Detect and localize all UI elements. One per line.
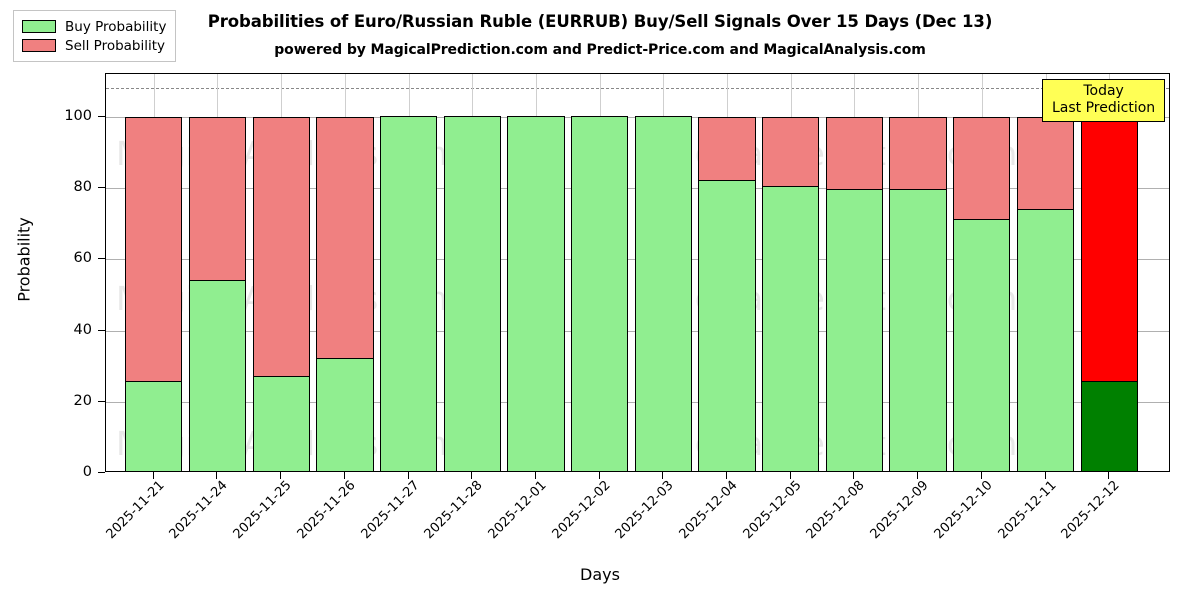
legend-label-buy: Buy Probability <box>65 18 167 35</box>
bar[interactable] <box>570 74 629 471</box>
x-tick-mark <box>598 472 600 479</box>
bar[interactable] <box>316 74 374 471</box>
y-tick-label: 60 <box>73 250 92 267</box>
y-tick-mark <box>98 472 105 473</box>
bar[interactable] <box>379 74 438 471</box>
x-tick-mark <box>662 472 664 479</box>
x-tick-mark <box>1108 472 1110 479</box>
bar[interactable] <box>953 74 1011 471</box>
legend-item-buy: Buy Probability <box>22 17 166 36</box>
bar-segment-buy <box>1080 381 1138 471</box>
bar[interactable] <box>889 74 947 471</box>
today-annotation-line1: Today <box>1083 83 1124 99</box>
legend-label-sell: Sell Probability <box>65 37 166 54</box>
bar-segment-sell <box>889 117 947 191</box>
bar-segment-buy <box>825 189 884 471</box>
x-tick-mark <box>216 472 218 479</box>
bar-segment-sell <box>125 117 183 383</box>
x-tick-mark <box>407 472 409 479</box>
x-tick-mark <box>280 472 282 479</box>
bar-segment-buy <box>634 116 692 471</box>
y-tick-label: 40 <box>73 321 92 338</box>
bar-segment-sell <box>825 117 884 191</box>
legend-swatch-buy-icon <box>22 20 56 33</box>
bar[interactable] <box>252 74 310 471</box>
bar-segment-buy <box>1016 208 1075 471</box>
bar[interactable] <box>634 74 692 471</box>
bar[interactable] <box>125 74 183 471</box>
bar-segment-buy <box>953 219 1011 471</box>
bar-segment-sell <box>698 117 756 182</box>
bar[interactable] <box>698 74 756 471</box>
x-tick-mark <box>789 472 791 479</box>
bar-segment-sell <box>252 117 310 378</box>
bar-segment-buy <box>889 189 947 471</box>
y-tick-mark <box>98 187 105 188</box>
bar-segment-buy <box>379 116 438 471</box>
bar[interactable] <box>1016 74 1075 471</box>
bar[interactable] <box>762 74 820 471</box>
y-tick-mark <box>98 400 105 402</box>
bar-segment-sell <box>762 117 820 187</box>
y-tick-mark <box>98 329 105 331</box>
y-tick-label: 20 <box>73 392 92 409</box>
x-axis-label: Days <box>580 565 620 584</box>
bar[interactable] <box>507 74 565 471</box>
bar-segment-buy <box>570 116 629 471</box>
legend: Buy Probability Sell Probability <box>13 10 177 62</box>
x-tick-mark <box>726 472 728 479</box>
y-axis-label: Probability <box>14 217 34 302</box>
bar-segment-buy <box>698 180 756 471</box>
legend-item-sell: Sell Probability <box>22 36 166 55</box>
plot-area: MagicalAnalysis.comMagicalPrediction.com… <box>105 73 1170 472</box>
bar-segment-buy <box>316 358 374 471</box>
bar-segment-buy <box>507 116 565 471</box>
bar-segment-sell <box>1080 117 1138 383</box>
page-title: Probabilities of Euro/Russian Ruble (EUR… <box>207 12 993 31</box>
bar-segment-buy <box>252 376 310 471</box>
bar-segment-sell <box>1016 117 1075 210</box>
x-tick-mark <box>471 472 473 479</box>
bar-segment-sell <box>953 117 1011 221</box>
y-tick-mark <box>98 258 105 260</box>
bar-segment-sell <box>188 117 247 282</box>
bar[interactable] <box>825 74 884 471</box>
x-tick-mark <box>343 472 345 479</box>
bar-segment-buy <box>762 185 820 471</box>
y-tick-label: 100 <box>64 107 92 124</box>
x-tick-mark <box>1044 472 1046 479</box>
x-tick-mark <box>917 472 919 479</box>
x-tick-mark <box>853 472 855 479</box>
bar-segment-buy <box>188 279 247 471</box>
y-tick-label: 80 <box>73 179 92 195</box>
bar-segment-buy <box>125 381 183 471</box>
bar-segment-sell <box>316 117 374 360</box>
bar[interactable] <box>188 74 247 471</box>
x-tick-mark <box>152 472 154 479</box>
bar-segment-buy <box>443 116 501 471</box>
reference-line-dashed <box>106 88 1169 90</box>
chart-subtitle: powered by MagicalPrediction.com and Pre… <box>274 42 926 58</box>
x-tick-mark <box>534 472 536 479</box>
legend-swatch-sell-icon <box>22 39 56 52</box>
y-tick-label: 0 <box>82 464 92 480</box>
bar-today[interactable] <box>1080 74 1138 471</box>
x-tick-mark <box>980 472 982 479</box>
today-annotation-line2: Last Prediction <box>1052 100 1156 116</box>
y-tick-mark <box>98 115 105 117</box>
bar[interactable] <box>443 74 501 471</box>
today-annotation: Today Last Prediction <box>1042 79 1166 122</box>
